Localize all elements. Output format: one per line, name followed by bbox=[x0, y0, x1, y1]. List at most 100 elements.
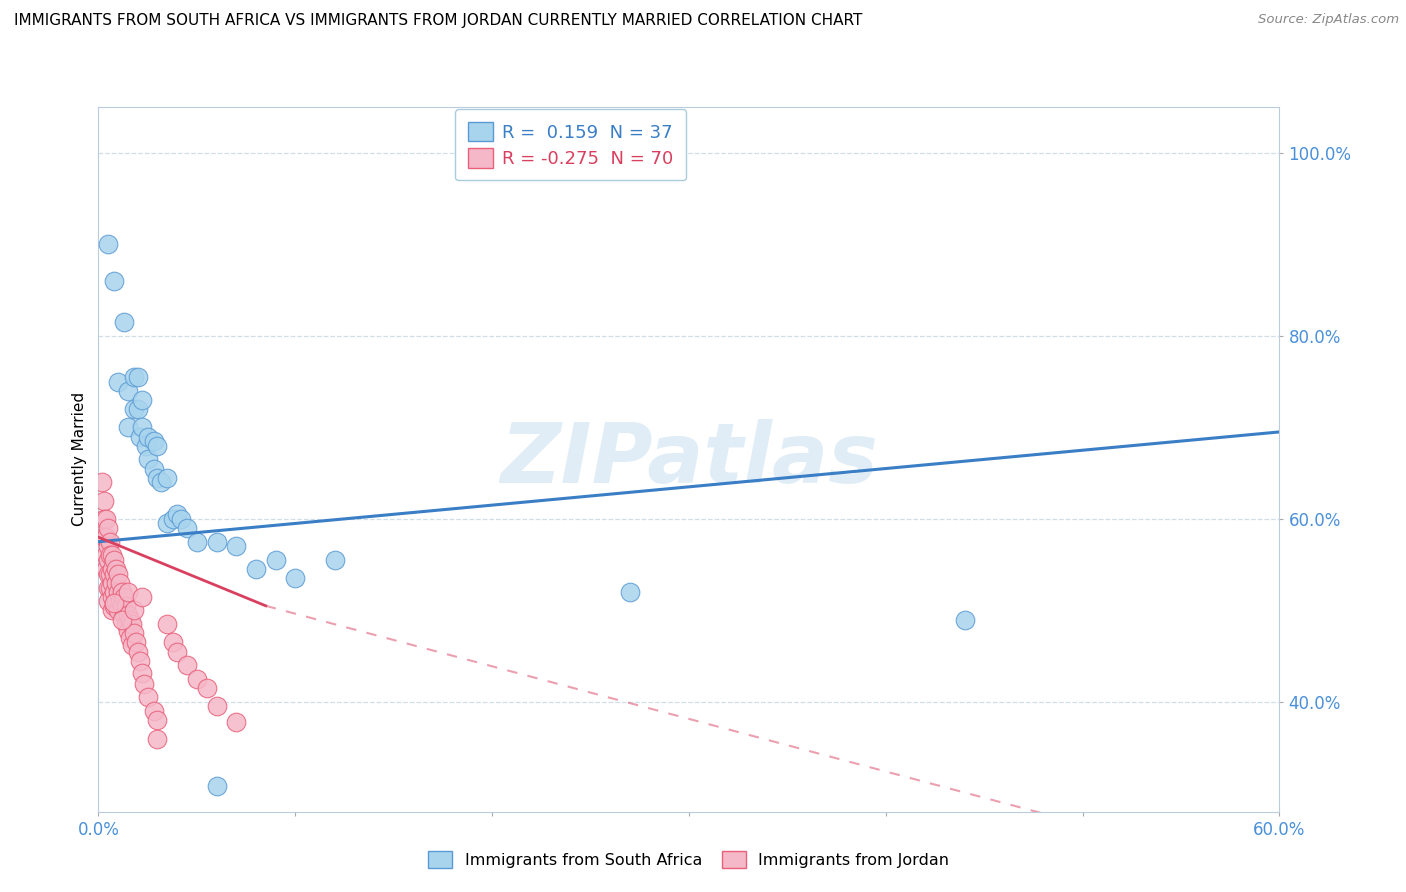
Point bbox=[142, 704, 165, 718]
Point bbox=[205, 779, 228, 793]
Point bbox=[103, 566, 125, 581]
Point bbox=[101, 603, 124, 617]
Point bbox=[245, 562, 267, 576]
Point bbox=[117, 420, 139, 434]
Point bbox=[111, 599, 134, 613]
Point bbox=[146, 731, 169, 746]
Point bbox=[176, 658, 198, 673]
Point bbox=[121, 638, 143, 652]
Point bbox=[96, 512, 118, 526]
Point bbox=[103, 274, 125, 288]
Point bbox=[117, 607, 139, 622]
Point bbox=[264, 553, 287, 567]
Point bbox=[96, 549, 118, 563]
Point bbox=[186, 534, 208, 549]
Point bbox=[136, 452, 159, 467]
Point bbox=[127, 370, 149, 384]
Point bbox=[156, 471, 179, 485]
Point bbox=[195, 681, 218, 695]
Point bbox=[127, 644, 149, 658]
Point bbox=[127, 402, 149, 417]
Point bbox=[93, 493, 115, 508]
Point bbox=[146, 471, 169, 485]
Point bbox=[131, 420, 153, 434]
Point bbox=[107, 585, 129, 599]
Point bbox=[101, 590, 124, 604]
Point bbox=[136, 429, 159, 443]
Point bbox=[953, 613, 976, 627]
Legend: Immigrants from South Africa, Immigrants from Jordan: Immigrants from South Africa, Immigrants… bbox=[422, 845, 956, 874]
Point bbox=[103, 599, 125, 613]
Point bbox=[112, 315, 135, 329]
Point bbox=[619, 585, 641, 599]
Point bbox=[205, 699, 228, 714]
Text: IMMIGRANTS FROM SOUTH AFRICA VS IMMIGRANTS FROM JORDAN CURRENTLY MARRIED CORRELA: IMMIGRANTS FROM SOUTH AFRICA VS IMMIGRAN… bbox=[14, 13, 862, 29]
Point bbox=[108, 594, 131, 608]
Y-axis label: Currently Married: Currently Married bbox=[72, 392, 87, 526]
Point bbox=[105, 576, 128, 591]
Point bbox=[121, 617, 143, 632]
Point bbox=[97, 553, 120, 567]
Point bbox=[284, 571, 307, 585]
Point bbox=[98, 549, 121, 563]
Point bbox=[117, 624, 139, 638]
Point bbox=[225, 539, 247, 553]
Point bbox=[111, 613, 134, 627]
Point bbox=[98, 566, 121, 581]
Point bbox=[105, 594, 128, 608]
Point bbox=[117, 585, 139, 599]
Point bbox=[186, 672, 208, 686]
Point bbox=[122, 603, 145, 617]
Point bbox=[323, 553, 346, 567]
Point bbox=[146, 713, 169, 727]
Point bbox=[97, 539, 120, 553]
Point bbox=[162, 635, 184, 649]
Point bbox=[115, 617, 138, 632]
Text: Source: ZipAtlas.com: Source: ZipAtlas.com bbox=[1258, 13, 1399, 27]
Point bbox=[225, 714, 247, 729]
Point bbox=[97, 521, 120, 535]
Text: ZIPatlas: ZIPatlas bbox=[501, 419, 877, 500]
Point bbox=[97, 566, 120, 581]
Point bbox=[170, 512, 193, 526]
Point bbox=[101, 549, 124, 563]
Point bbox=[96, 530, 118, 544]
Point bbox=[97, 594, 120, 608]
Point bbox=[131, 392, 153, 407]
Point bbox=[105, 562, 128, 576]
Point bbox=[107, 566, 129, 581]
Point bbox=[142, 434, 165, 448]
Point bbox=[112, 590, 135, 604]
Point bbox=[118, 631, 141, 645]
Point bbox=[103, 585, 125, 599]
Point bbox=[205, 534, 228, 549]
Point bbox=[135, 439, 157, 453]
Point bbox=[166, 644, 188, 658]
Point bbox=[115, 599, 138, 613]
Point bbox=[117, 384, 139, 398]
Point bbox=[176, 521, 198, 535]
Point bbox=[162, 512, 184, 526]
Point bbox=[122, 626, 145, 640]
Point bbox=[156, 617, 179, 632]
Point bbox=[128, 654, 150, 668]
Point bbox=[107, 375, 129, 389]
Point bbox=[93, 512, 115, 526]
Point bbox=[111, 585, 134, 599]
Point bbox=[132, 676, 155, 690]
Point bbox=[118, 613, 141, 627]
Point bbox=[146, 439, 169, 453]
Point bbox=[125, 635, 148, 649]
Point bbox=[101, 562, 124, 576]
Point bbox=[91, 475, 114, 490]
Point bbox=[142, 461, 165, 475]
Point bbox=[136, 690, 159, 705]
Point bbox=[108, 576, 131, 591]
Point bbox=[166, 508, 188, 522]
Point bbox=[150, 475, 173, 490]
Point bbox=[128, 429, 150, 443]
Point bbox=[96, 562, 118, 576]
Point bbox=[97, 237, 120, 252]
Point bbox=[131, 665, 153, 680]
Point bbox=[107, 603, 129, 617]
